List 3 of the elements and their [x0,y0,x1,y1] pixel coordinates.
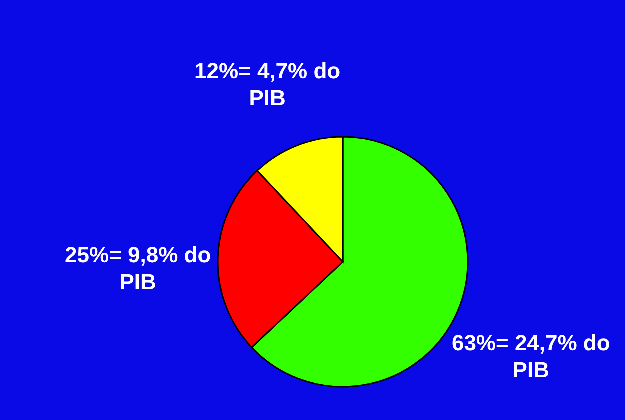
slice-label: 12%= 4,7% do PIB [194,58,341,110]
slice-label: 63%= 24,7% do PIB [452,330,610,382]
slice-label: 25%= 9,8% do PIB [65,242,212,295]
